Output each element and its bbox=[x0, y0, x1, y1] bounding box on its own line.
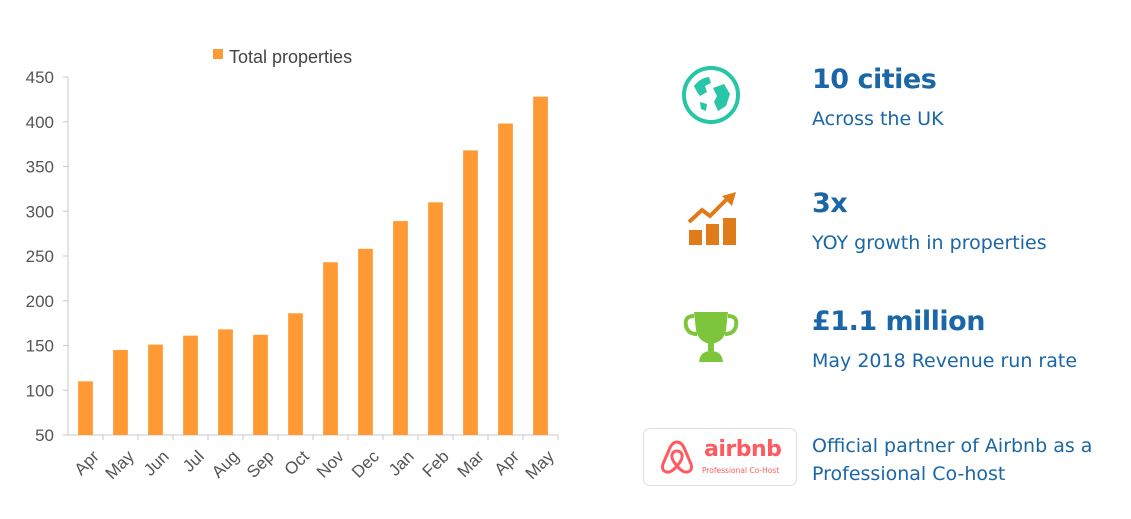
bar bbox=[218, 329, 233, 435]
y-tick-label: 350 bbox=[26, 158, 54, 177]
bar bbox=[358, 248, 373, 435]
x-tick-label: Feb bbox=[419, 447, 453, 481]
x-tick-label: Sep bbox=[243, 447, 278, 482]
x-tick-label: May bbox=[102, 447, 138, 483]
x-tick-label: Apr bbox=[71, 447, 103, 479]
bar bbox=[323, 262, 338, 435]
bar bbox=[463, 150, 478, 435]
bar bbox=[288, 313, 303, 435]
airbnb-tagline: Professional Co-Host bbox=[702, 466, 780, 475]
x-tick-label: Jul bbox=[179, 447, 208, 476]
airbnb-wordmark: airbnb bbox=[704, 437, 782, 462]
stat-growth: 3x YOY growth in properties bbox=[680, 188, 1120, 268]
stat-title: 3x bbox=[812, 188, 848, 219]
bars bbox=[78, 96, 548, 435]
partner-text: Official partner of Airbnb as a Professi… bbox=[812, 435, 1093, 485]
legend-label: Total properties bbox=[229, 47, 352, 67]
airbnb-belo-icon bbox=[661, 440, 693, 474]
airbnb-logo: airbnb Professional Co-Host bbox=[643, 428, 797, 486]
globe-icon bbox=[682, 66, 740, 124]
stat-subtitle: YOY growth in properties bbox=[812, 232, 1047, 254]
y-tick-label: 300 bbox=[26, 202, 54, 221]
x-tick-label: Nov bbox=[313, 447, 348, 482]
y-tick-label: 400 bbox=[26, 113, 54, 132]
trophy-icon bbox=[683, 312, 739, 362]
x-tick-label: Aug bbox=[208, 447, 243, 482]
bar bbox=[78, 381, 93, 435]
stat-subtitle: May 2018 Revenue run rate bbox=[812, 350, 1078, 372]
growth-chart-icon bbox=[687, 192, 736, 245]
stat-title: £1.1 million bbox=[812, 306, 985, 337]
chart-legend: Total properties bbox=[213, 47, 352, 67]
x-tick-label: Jan bbox=[385, 447, 418, 480]
x-tick-label: Dec bbox=[348, 447, 383, 482]
stat-subtitle: Across the UK bbox=[812, 108, 944, 130]
bar-chart: Total properties 50 100 150 200 250 300 350 400… bbox=[26, 47, 559, 483]
x-tick-label: Oct bbox=[281, 447, 313, 479]
y-tick-label: 200 bbox=[26, 292, 54, 311]
stat-revenue: £1.1 million May 2018 Revenue run rate bbox=[680, 306, 1120, 386]
y-tick-label: 50 bbox=[35, 426, 54, 445]
y-tick-label: 450 bbox=[26, 68, 54, 87]
stat-cities: 10 cities Across the UK bbox=[680, 64, 1120, 144]
y-tick-label: 100 bbox=[26, 381, 54, 400]
x-tick-label: May bbox=[522, 447, 558, 483]
y-tick-label: 250 bbox=[26, 247, 54, 266]
y-tick-label: 150 bbox=[26, 337, 54, 356]
legend-swatch bbox=[213, 49, 223, 59]
stat-title: 10 cities bbox=[812, 64, 937, 95]
x-tick-label: Jun bbox=[140, 447, 173, 480]
y-ticks: 50 100 150 200 250 300 350 400 450 bbox=[26, 68, 68, 445]
bar bbox=[183, 335, 198, 435]
bar bbox=[393, 221, 408, 435]
bar bbox=[148, 344, 163, 435]
x-tick-label: Apr bbox=[491, 447, 523, 479]
bar bbox=[533, 96, 548, 435]
bar bbox=[113, 349, 128, 435]
bar bbox=[253, 334, 268, 435]
bar bbox=[428, 202, 443, 435]
bar bbox=[498, 123, 513, 435]
x-tick-label: Mar bbox=[454, 447, 488, 481]
